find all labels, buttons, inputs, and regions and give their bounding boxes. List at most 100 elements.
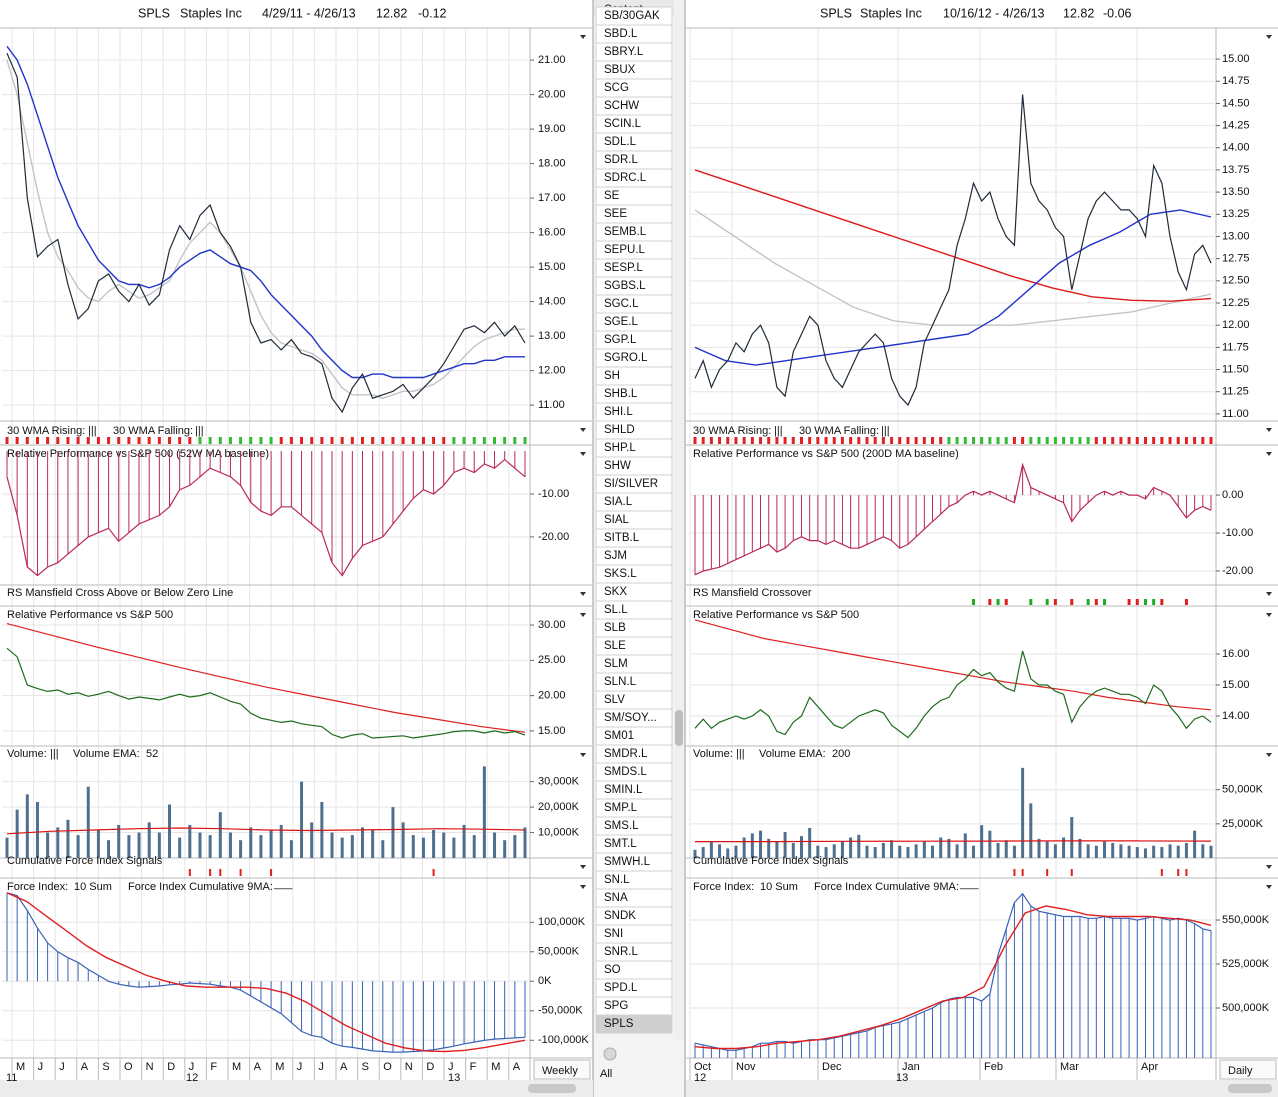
list-item[interactable]: SDRC.L — [604, 172, 647, 184]
list-item[interactable]: SGRO.L — [604, 352, 648, 364]
list-item[interactable]: SPD.L — [604, 982, 638, 994]
list-item[interactable]: SBUX — [604, 64, 636, 76]
list-item[interactable]: SCHW — [604, 100, 639, 112]
list-item[interactable]: SLE — [604, 640, 626, 652]
list-item[interactable]: SHP.L — [604, 442, 636, 454]
list-item[interactable]: SMP.L — [604, 802, 638, 814]
period-label[interactable]: Weekly — [542, 1065, 578, 1077]
list-item[interactable]: SH — [604, 370, 620, 382]
wma-tick — [1160, 437, 1164, 444]
rel-series — [694, 650, 1212, 739]
panel-menu[interactable] — [1266, 885, 1272, 889]
list-item[interactable]: SLM — [604, 658, 628, 670]
list-item[interactable]: SPLS — [604, 1018, 634, 1030]
list-item[interactable]: SKS.L — [604, 568, 637, 580]
scroll-area[interactable] — [686, 1080, 1278, 1097]
list-item[interactable]: SI/SILVER — [604, 478, 658, 490]
list-item[interactable]: SNA — [604, 892, 628, 904]
list-scrollbar[interactable] — [674, 0, 684, 1040]
force-bar — [494, 981, 496, 1040]
rel-bar — [433, 451, 435, 494]
list-item[interactable]: SMWH.L — [604, 856, 651, 868]
list-item[interactable]: SLB — [604, 622, 626, 634]
scroll-area[interactable] — [0, 1080, 593, 1097]
panel-menu[interactable] — [1266, 452, 1272, 456]
list-row[interactable] — [595, 1014, 673, 1034]
list-item[interactable]: SL.L — [604, 604, 628, 616]
period-label[interactable]: Daily — [1228, 1065, 1253, 1077]
panel-menu[interactable] — [580, 452, 586, 456]
panel-menu[interactable] — [1266, 592, 1272, 596]
panel-menu[interactable] — [580, 865, 586, 869]
panel-label: Relative Performance vs S&P 500 (200D MA… — [693, 448, 959, 460]
list-item[interactable]: SO — [604, 964, 621, 976]
list-item[interactable]: SITB.L — [604, 532, 640, 544]
list-item[interactable]: SN.L — [604, 874, 630, 886]
list-item[interactable]: SKX — [604, 586, 627, 598]
list-item[interactable]: SNR.L — [604, 946, 638, 958]
list-item[interactable]: SBD.L — [604, 28, 638, 40]
rel-bar — [1177, 495, 1179, 507]
panel-menu[interactable] — [1266, 613, 1272, 617]
scroll-thumb[interactable] — [1228, 1084, 1272, 1093]
period-box[interactable] — [533, 1059, 591, 1080]
panel-menu[interactable] — [1266, 35, 1272, 39]
list-item[interactable]: SHI.L — [604, 406, 633, 418]
force-bar — [964, 997, 966, 1058]
wma-tick — [442, 437, 446, 444]
list-item[interactable]: SLN.L — [604, 676, 637, 688]
list-item[interactable]: SHW — [604, 460, 631, 472]
list-item[interactable]: SB/30GAK — [604, 10, 660, 22]
list-item[interactable]: SDR.L — [604, 154, 638, 166]
list-item[interactable]: SM01 — [604, 730, 634, 742]
list-scroll-thumb[interactable] — [675, 710, 683, 746]
panel-menu[interactable] — [1266, 753, 1272, 757]
panel-menu[interactable] — [580, 753, 586, 757]
list-item[interactable]: SIAL — [604, 514, 630, 526]
panel-menu[interactable] — [580, 613, 586, 617]
volume-bar — [816, 845, 820, 858]
list-item[interactable]: SMT.L — [604, 838, 637, 850]
list-item[interactable]: SNDK — [604, 910, 636, 922]
panel-menu[interactable] — [580, 885, 586, 889]
list-item[interactable]: SPG — [604, 1000, 628, 1012]
list-item[interactable]: SDL.L — [604, 136, 637, 148]
list-footer[interactable]: All — [600, 1068, 612, 1080]
list-item[interactable]: SNI — [604, 928, 623, 940]
panel-menu[interactable] — [580, 592, 586, 596]
list-item[interactable]: SEE — [604, 208, 627, 220]
volume-ema — [6, 827, 526, 835]
list-item[interactable]: SESP.L — [604, 262, 643, 274]
y-tick-label: 20.00 — [538, 88, 566, 100]
period-box[interactable] — [1219, 1059, 1277, 1080]
list-item[interactable]: SMDS.L — [604, 766, 647, 778]
list-item[interactable]: SBRY.L — [604, 46, 644, 58]
list-item[interactable]: SGE.L — [604, 316, 638, 328]
list-item[interactable]: SMIN.L — [604, 784, 643, 796]
list-item[interactable]: SGP.L — [604, 334, 637, 346]
list-item[interactable]: SJM — [604, 550, 627, 562]
scroll-thumb[interactable] — [528, 1084, 576, 1093]
list-item[interactable]: SE — [604, 190, 620, 202]
settings-gear[interactable] — [603, 1047, 617, 1061]
list-item[interactable]: SIA.L — [604, 496, 633, 508]
list-item[interactable]: SHB.L — [604, 388, 638, 400]
list-item[interactable]: SMDR.L — [604, 748, 648, 760]
panel-menu[interactable] — [580, 35, 586, 39]
list-item[interactable]: SLV — [604, 694, 625, 706]
list-item[interactable]: SGC.L — [604, 298, 639, 310]
panel-menu[interactable] — [1266, 428, 1272, 432]
list-item[interactable]: SEPU.L — [604, 244, 646, 256]
list-item[interactable]: SEMB.L — [604, 226, 647, 238]
rs-signal — [1086, 599, 1090, 605]
panel-menu[interactable] — [580, 428, 586, 432]
panel-menu[interactable] — [1266, 865, 1272, 869]
list-item[interactable]: SM/SOY... — [604, 712, 657, 724]
list-item[interactable]: SCIN.L — [604, 118, 642, 130]
list-item[interactable]: SCG — [604, 82, 629, 94]
list-item[interactable]: SMS.L — [604, 820, 639, 832]
wma-tick — [1070, 437, 1074, 444]
list-item[interactable]: SHLD — [604, 424, 635, 436]
wma-tick — [86, 437, 90, 444]
list-item[interactable]: SGBS.L — [604, 280, 646, 292]
